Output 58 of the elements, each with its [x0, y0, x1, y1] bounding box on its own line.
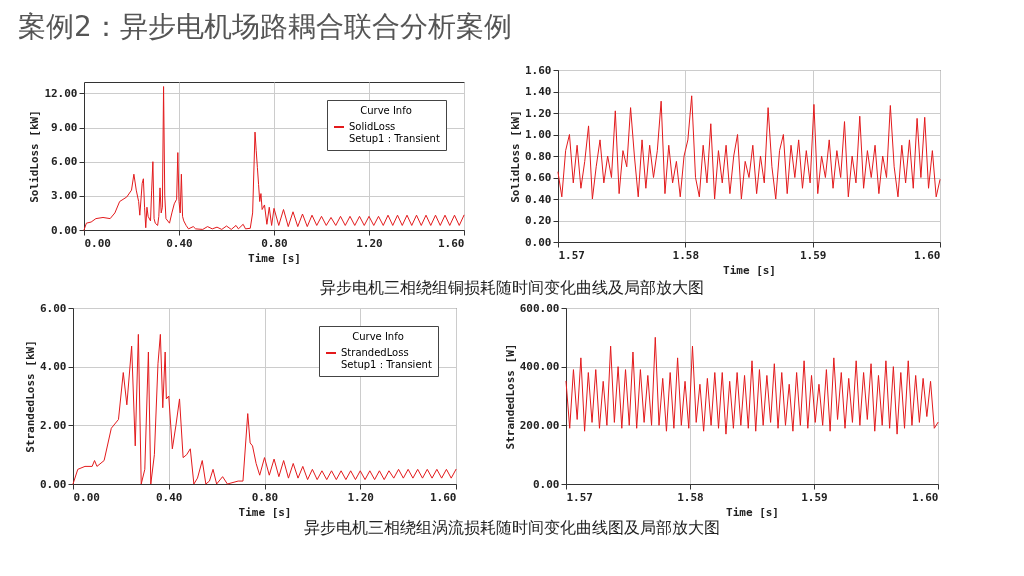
x-tick-label: 1.57: [558, 248, 585, 262]
y-tick-label: 0.00: [51, 223, 78, 237]
legend-title: Curve Info: [360, 105, 412, 116]
legend-label: StrandedLoss: [341, 347, 409, 358]
y-tick-label: 0.60: [525, 171, 552, 184]
y-tick-label: 12.00: [44, 86, 78, 100]
text: 异步电机三相绕组涡流损耗随时间变化曲线图及局部放大图: [303, 518, 721, 539]
text: 异步电机三相绕组铜损耗随时间变化曲线及局部放大图: [319, 278, 705, 299]
y-tick-label: 600.00: [519, 301, 560, 315]
chart-title: 案例2：异步电机场路耦合联合分析案例: [18, 9, 512, 45]
y-tick-label: 1.00: [525, 128, 552, 141]
x-axis-title: Time [s]: [726, 505, 779, 519]
y-tick-label: 0.20: [525, 214, 552, 227]
y-tick-label: 400.00: [519, 360, 560, 374]
y-tick-label: 6.00: [40, 301, 67, 315]
x-tick-label: 1.58: [672, 248, 700, 262]
x-tick-label: 0.00: [84, 236, 111, 250]
y-tick-label: 0.00: [40, 477, 67, 491]
legend-title: Curve Info: [352, 331, 404, 342]
y-tick-label: 9.00: [51, 121, 78, 135]
x-tick-label: 0.80: [261, 236, 288, 250]
x-tick-label: 1.60: [430, 490, 457, 504]
x-tick-label: 1.20: [356, 236, 383, 250]
x-tick-label: 1.60: [912, 490, 939, 504]
y-axis-title: StrandedLoss [W]: [503, 343, 517, 450]
x-tick-label: 1.60: [438, 236, 465, 250]
legend-label: SolidLoss: [349, 121, 396, 132]
y-tick-label: 0.40: [525, 192, 552, 206]
x-tick-label: 1.59: [799, 248, 827, 262]
y-tick-label: 200.00: [519, 418, 560, 432]
y-tick-label: 0.00: [533, 477, 560, 491]
x-tick-label: 0.80: [251, 490, 279, 504]
x-axis-title: Time [s]: [723, 263, 776, 277]
x-tick-label: 1.59: [801, 490, 828, 504]
annotation: Setup1 : Transient: [341, 359, 432, 370]
y-tick-label: 1.40: [525, 85, 552, 98]
line-series: [565, 336, 939, 435]
y-tick-label: 3.00: [51, 189, 78, 203]
x-tick-label: 1.58: [677, 490, 704, 504]
x-axis-title: Time [s]: [248, 251, 301, 265]
annotation: Setup1 : Transient: [349, 133, 440, 144]
y-tick-label: 0.80: [525, 149, 552, 163]
line-series: [557, 95, 941, 200]
x-tick-label: 0.40: [156, 490, 183, 504]
y-axis-title: StrandedLoss [kW]: [24, 340, 38, 453]
y-tick-label: 6.00: [51, 155, 78, 169]
y-tick-label: 1.60: [525, 63, 552, 77]
y-axis-title: SolidLoss [kW]: [509, 110, 523, 203]
x-tick-label: 0.00: [73, 490, 100, 504]
x-tick-label: 1.20: [347, 490, 374, 504]
y-tick-label: 4.00: [40, 360, 67, 374]
x-axis-title: Time [s]: [238, 505, 292, 519]
x-tick-label: 1.60: [914, 248, 941, 262]
x-tick-label: 0.40: [166, 236, 193, 250]
y-tick-label: 1.20: [525, 106, 552, 120]
y-tick-label: 2.00: [40, 418, 67, 432]
y-axis-title: SolidLoss [kW]: [28, 110, 42, 203]
x-tick-label: 1.57: [566, 490, 593, 504]
